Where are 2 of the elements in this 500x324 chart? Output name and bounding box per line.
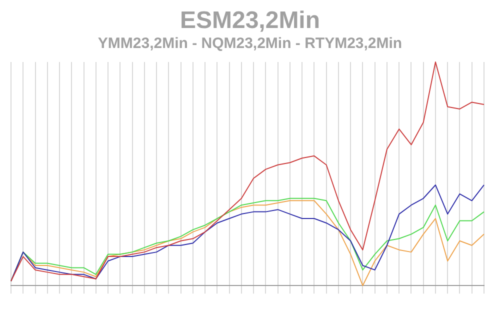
chart-subtitle: YMM23,2Min - NQM23,2Min - RTYM23,2Min (96, 35, 404, 53)
chart-title: ESM23,2Min (178, 7, 322, 34)
